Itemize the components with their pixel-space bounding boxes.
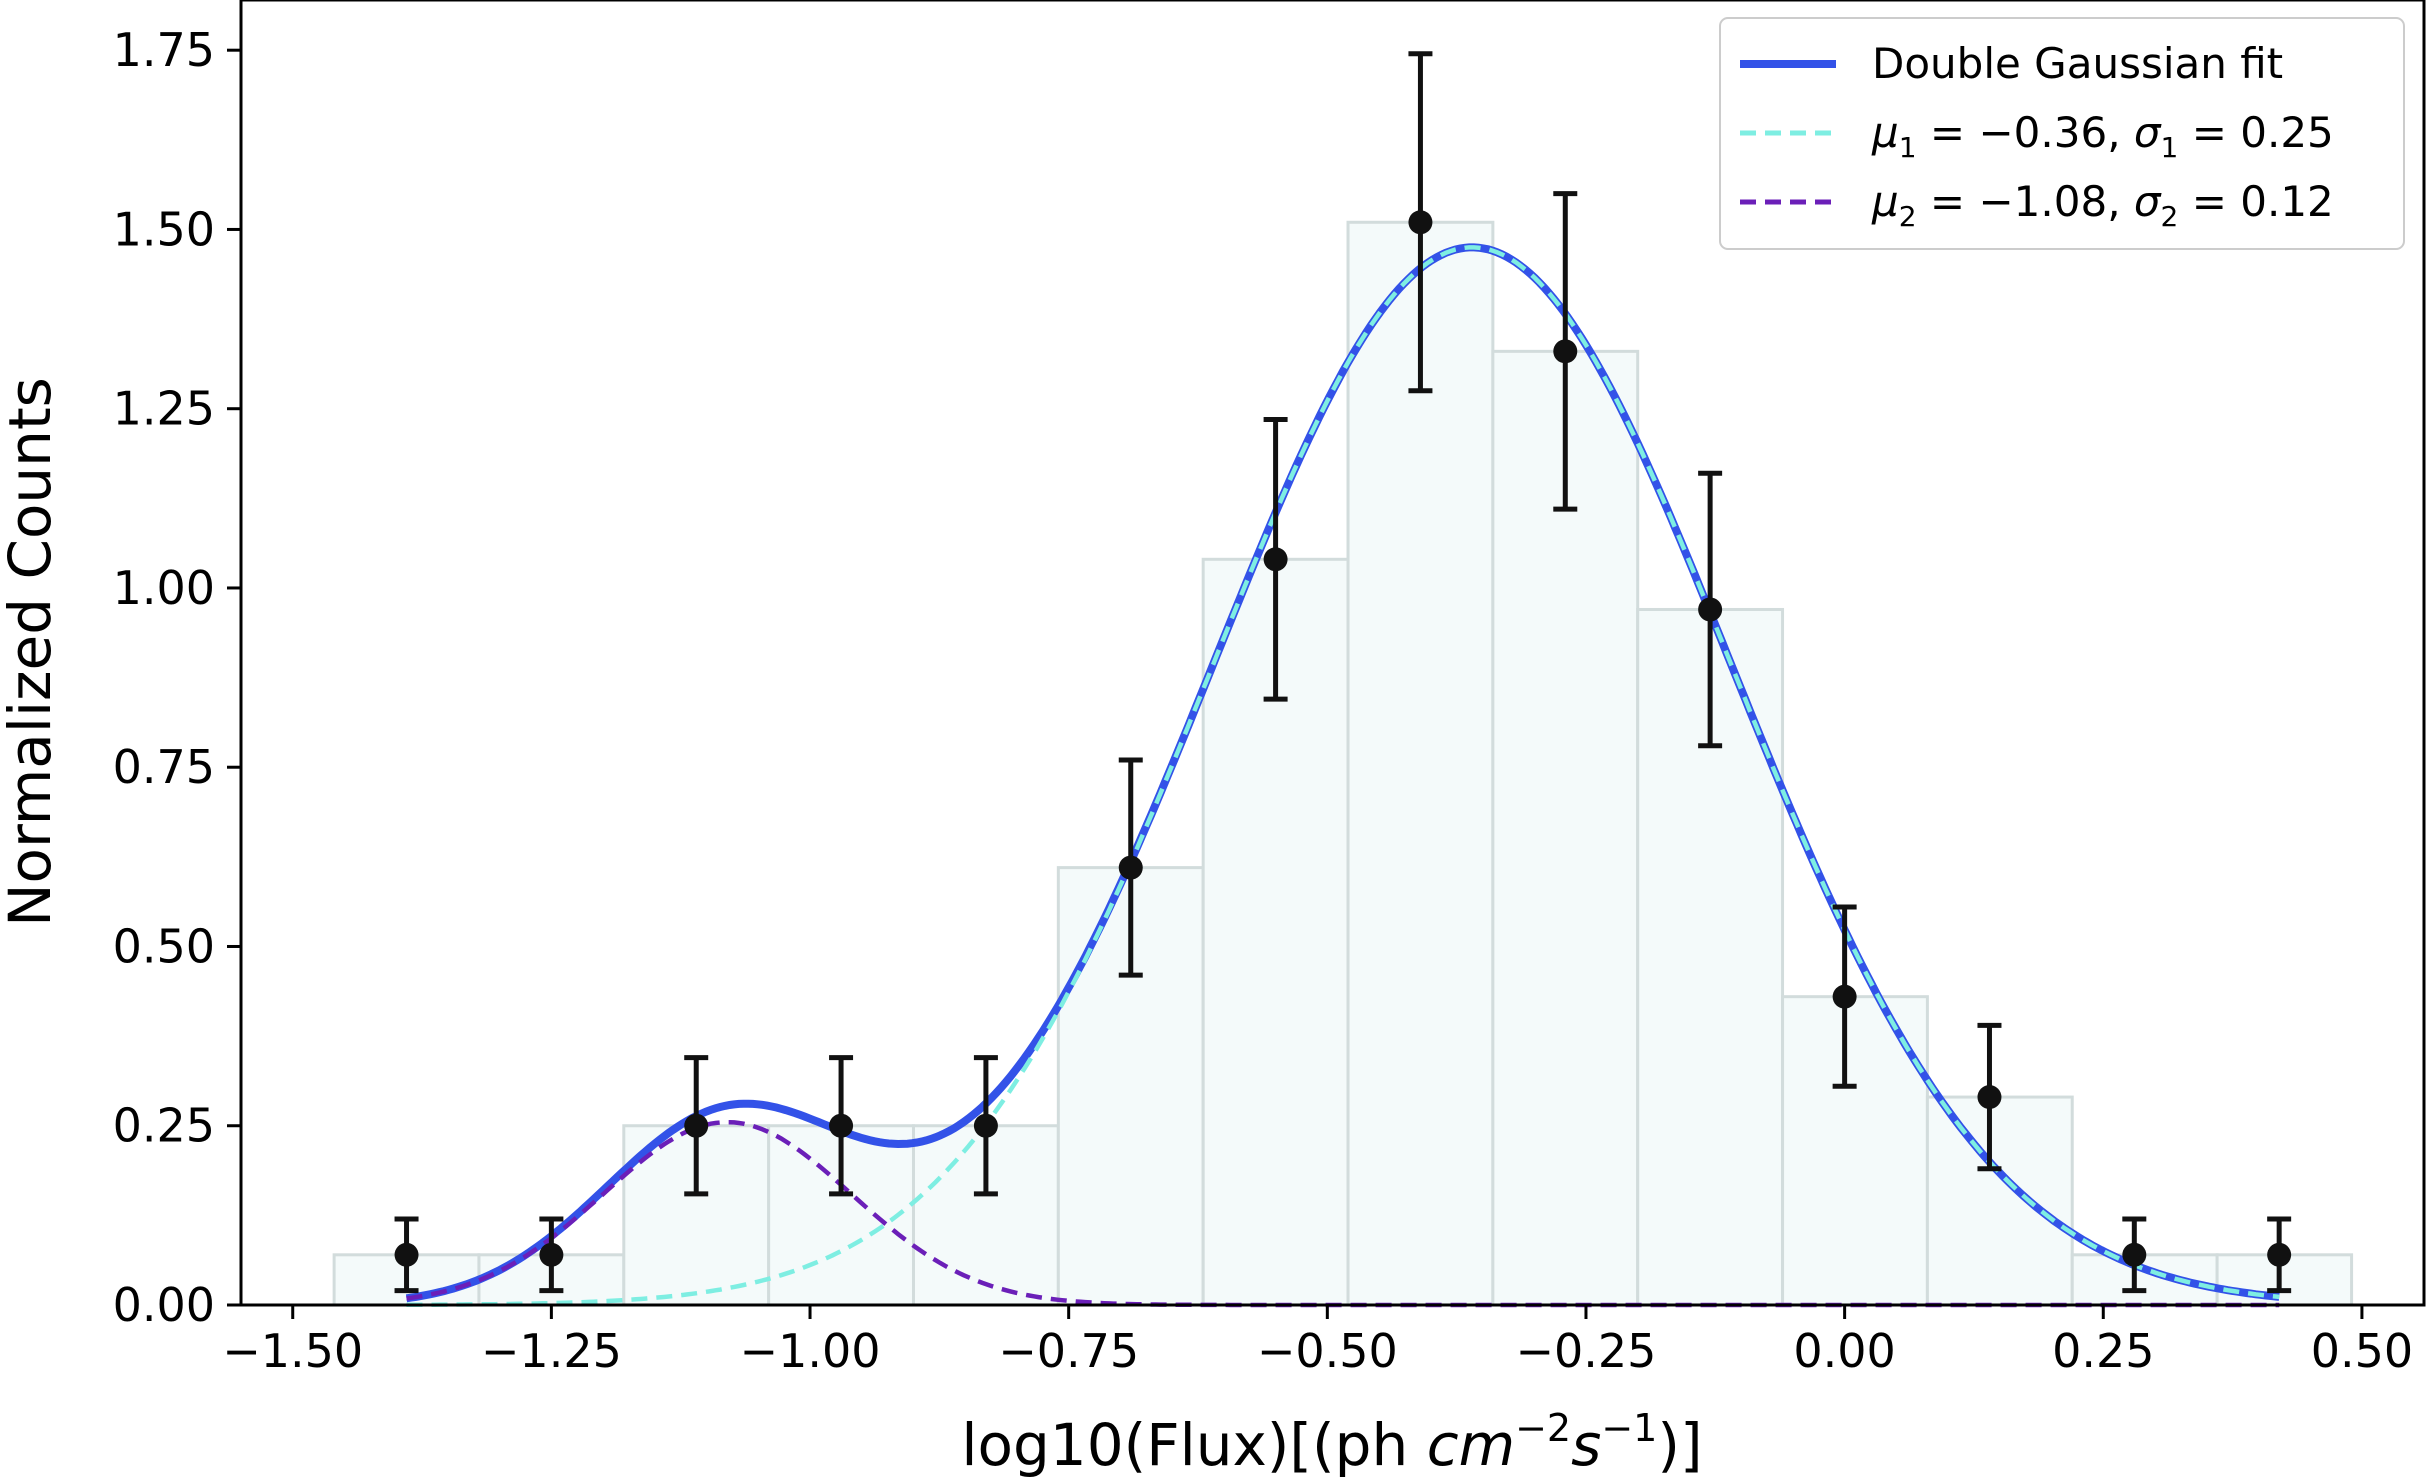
- legend: Double Gaussian fit μ1 = −0.36, σ1 = 0.2…: [1719, 17, 2405, 250]
- y-tick-label: 0.75: [113, 740, 215, 794]
- x-tick-label: −1.00: [740, 1324, 881, 1378]
- x-tick-label: −0.25: [1515, 1324, 1656, 1378]
- data-point: [973, 1113, 998, 1138]
- x-tick-label: 0.50: [2311, 1324, 2413, 1378]
- data-point: [394, 1242, 419, 1267]
- y-tick-label: 0.25: [113, 1099, 215, 1153]
- data-point: [1263, 547, 1288, 572]
- data-point: [1698, 597, 1723, 622]
- x-tick-label: −0.75: [998, 1324, 1139, 1378]
- fit-line-gaussian-2: [406, 1119, 2280, 1308]
- x-axis-ticks: −1.50 −1.25 −1.00 −0.75 −0.50 −0.25 0.00 0.25 0.…: [222, 1305, 2413, 1378]
- data-point: [2267, 1242, 2292, 1267]
- histogram-bar: [1346, 220, 1495, 1307]
- legend-label-gaussian-2: μ2 = −1.08, σ2 = 0.12: [1871, 177, 2334, 233]
- data-point: [1408, 210, 1433, 235]
- x-tick-label: 0.00: [1793, 1324, 1895, 1378]
- legend-label-gaussian-1: μ1 = −0.36, σ1 = 0.25: [1871, 108, 2334, 164]
- y-tick-label: 1.50: [113, 202, 215, 256]
- y-axis-ticks: 0.00 0.25 0.50 0.75 1.00 1.25 1.50 1.75: [113, 23, 241, 1332]
- y-tick-label: 0.00: [113, 1278, 215, 1332]
- data-point: [1118, 855, 1143, 880]
- x-tick-label: −1.50: [222, 1324, 363, 1378]
- y-tick-label: 0.50: [113, 919, 215, 973]
- histogram-bar: [1925, 1095, 2074, 1307]
- data-point: [1832, 984, 1857, 1009]
- fit-line-gaussian-1: [406, 245, 2280, 1308]
- fit-curves: [405, 243, 2280, 1308]
- data-point: [2122, 1242, 2147, 1267]
- data-point: [684, 1113, 709, 1138]
- fit-line-double-gaussian: [405, 243, 2280, 1303]
- x-axis-title: log10(Flux)[(ph cm−2s−1)]: [961, 1406, 1702, 1479]
- x-tick-label: 0.25: [2052, 1324, 2154, 1378]
- y-tick-label: 1.00: [113, 561, 215, 615]
- data-point: [1977, 1085, 2002, 1110]
- x-tick-label: −0.50: [1257, 1324, 1398, 1378]
- y-tick-label: 1.25: [113, 382, 215, 436]
- data-point: [1553, 339, 1578, 364]
- data-point: [539, 1242, 564, 1267]
- y-axis-title: Normalized Counts: [0, 377, 64, 927]
- legend-box: [1719, 17, 2405, 250]
- data-point: [829, 1113, 854, 1138]
- legend-label-fit: Double Gaussian fit: [1872, 39, 2283, 88]
- data-points: [394, 210, 2292, 1267]
- plot-frame: [239, 0, 2426, 1307]
- x-tick-label: −1.25: [481, 1324, 622, 1378]
- y-tick-label: 1.75: [113, 23, 215, 77]
